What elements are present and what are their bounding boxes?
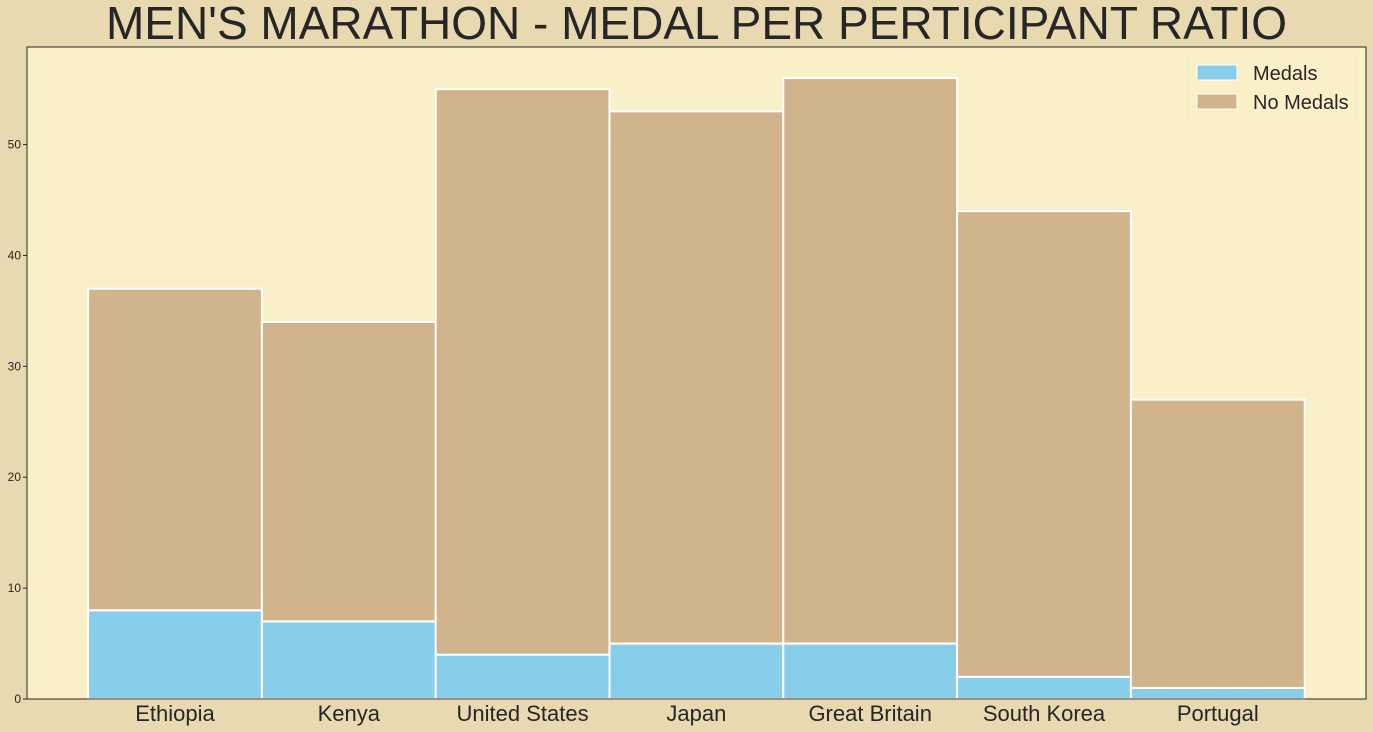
bar-medals-japan: [608, 642, 785, 700]
bar-medals-great-britain: [782, 642, 959, 700]
legend-swatch-medals: [1196, 64, 1238, 81]
x-tick-label-south-korea: South Korea: [983, 701, 1106, 726]
bar-no-medals-great-britain: [782, 77, 959, 645]
y-tick-label-10: 10: [8, 581, 22, 595]
y-axis: 0 10 20 30 40 50: [8, 138, 27, 706]
bars-layer: [87, 77, 1306, 701]
legend: Medals No Medals: [1188, 55, 1358, 121]
bar-no-medals-kenya: [260, 320, 437, 623]
chart-title: MEN'S MARATHON - MEDAL PER PERTICIPANT R…: [105, 0, 1288, 49]
x-tick-label-ethiopia: Ethiopia: [135, 701, 215, 726]
y-tick-label-20: 20: [8, 470, 22, 484]
y-tick-label-50: 50: [8, 138, 22, 152]
x-axis: Ethiopia Kenya United States Japan Great Bri…: [135, 701, 1259, 726]
bar-medals-kenya: [260, 620, 437, 701]
legend-label-no-medals: No Medals: [1253, 92, 1349, 114]
y-tick-label-30: 30: [8, 359, 22, 373]
x-tick-label-kenya: Kenya: [318, 701, 381, 726]
bar-medals-south-korea: [956, 675, 1132, 700]
bar-no-medals-south-korea: [956, 210, 1132, 678]
legend-label-medals: Medals: [1253, 63, 1317, 85]
bar-no-medals-japan: [608, 110, 785, 645]
x-tick-label-portugal: Portugal: [1177, 701, 1259, 726]
bar-medals-united-states: [434, 653, 611, 700]
legend-swatch-no-medals: [1196, 93, 1238, 110]
x-tick-label-united-states: United States: [457, 701, 589, 726]
x-tick-label-great-britain: Great Britain: [808, 701, 932, 726]
plot-frame: [26, 46, 1367, 700]
y-tick-label-0: 0: [14, 692, 21, 706]
bar-no-medals-united-states: [434, 88, 611, 656]
bar-no-medals-ethiopia: [87, 287, 263, 612]
bar-no-medals-portugal: [1129, 398, 1306, 689]
bar-medals-portugal: [1129, 686, 1306, 700]
bar-medals-ethiopia: [87, 609, 263, 701]
x-tick-label-japan: Japan: [666, 701, 726, 726]
y-tick-label-40: 40: [8, 248, 22, 262]
